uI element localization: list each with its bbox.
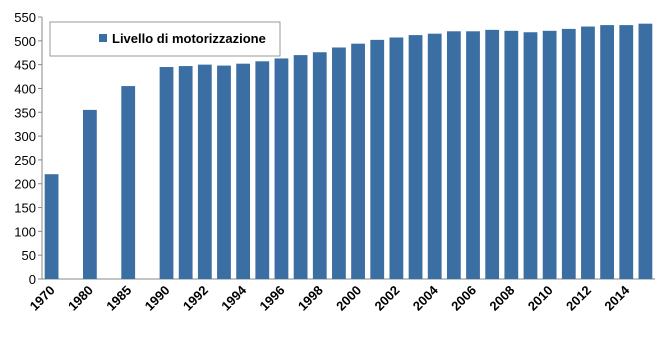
y-tick-label: 200 xyxy=(14,177,36,192)
bar xyxy=(408,35,423,279)
bar xyxy=(82,109,97,280)
x-tick-label: 2004 xyxy=(410,282,442,314)
legend-label: Livello di motorizzazione xyxy=(112,31,266,46)
y-tick-label: 150 xyxy=(14,201,36,216)
x-tick-label: 1998 xyxy=(295,283,326,314)
bar xyxy=(561,28,576,280)
x-tick-label: 1994 xyxy=(218,282,250,314)
y-tick-label: 500 xyxy=(14,34,36,49)
y-tick-label: 250 xyxy=(14,153,36,168)
x-tick-label: 2006 xyxy=(448,283,479,314)
bar xyxy=(581,26,595,280)
y-tick-label: 300 xyxy=(14,129,36,144)
bar xyxy=(159,67,174,279)
bar xyxy=(466,31,480,279)
y-tick-label: 50 xyxy=(22,248,36,263)
y-tick-label: 450 xyxy=(14,58,36,73)
legend-box xyxy=(49,21,281,57)
bar xyxy=(121,86,136,279)
y-tick-label: 100 xyxy=(14,224,36,239)
x-tick-label: 1970 xyxy=(27,283,58,314)
bar xyxy=(293,55,308,279)
x-tick-label: 1996 xyxy=(257,283,288,314)
bar xyxy=(446,31,461,279)
bar xyxy=(178,66,193,279)
bar xyxy=(485,29,500,280)
x-tick-label: 2000 xyxy=(333,283,364,314)
bar xyxy=(312,52,327,279)
y-tick-label: 400 xyxy=(14,81,36,96)
x-tick-label: 1992 xyxy=(180,283,211,314)
bar xyxy=(332,47,346,279)
bar xyxy=(504,30,519,279)
bar xyxy=(370,39,385,280)
bar xyxy=(197,64,212,280)
bar xyxy=(217,65,231,280)
bar xyxy=(542,30,557,279)
x-tick-label: 2002 xyxy=(371,283,402,314)
y-tick-label: 0 xyxy=(29,272,36,287)
bar xyxy=(523,32,538,279)
x-tick-label: 2012 xyxy=(563,283,594,314)
bar xyxy=(44,174,59,279)
y-tick-label: 550 xyxy=(14,10,36,25)
bar xyxy=(236,63,251,279)
x-tick-label: 1980 xyxy=(65,283,96,314)
bar xyxy=(255,61,270,279)
x-tick-label: 2008 xyxy=(486,283,517,314)
x-tick-label: 1985 xyxy=(103,283,134,314)
y-tick-label: 350 xyxy=(14,105,36,120)
bar xyxy=(389,37,404,279)
bar xyxy=(351,43,365,280)
legend-swatch xyxy=(99,34,107,42)
x-tick-label: 1990 xyxy=(142,283,173,314)
bar xyxy=(619,25,634,280)
bar xyxy=(274,58,289,280)
x-tick-label: 2010 xyxy=(525,283,556,314)
x-tick-label: 2014 xyxy=(601,282,633,314)
bar xyxy=(600,25,615,280)
bar xyxy=(638,23,653,279)
bar xyxy=(427,33,442,279)
